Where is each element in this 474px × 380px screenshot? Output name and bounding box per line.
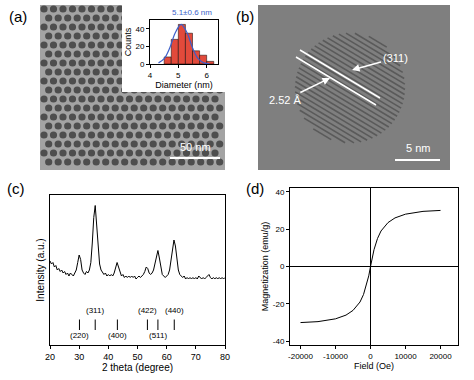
svg-text:0: 0 (280, 262, 285, 271)
svg-text:70: 70 (191, 352, 201, 362)
svg-text:(311): (311) (383, 52, 408, 64)
svg-text:(220): (220) (70, 331, 89, 340)
svg-text:-40: -40 (273, 337, 285, 346)
svg-text:30: 30 (74, 352, 84, 362)
svg-text:40: 40 (275, 188, 284, 197)
svg-text:20: 20 (45, 352, 55, 362)
svg-text:(511): (511) (149, 331, 167, 340)
svg-text:(b): (b) (236, 8, 254, 25)
svg-text:80: 80 (220, 352, 230, 362)
svg-text:(311): (311) (86, 306, 104, 315)
svg-text:40: 40 (103, 352, 113, 362)
svg-text:20000: 20000 (429, 352, 452, 361)
svg-text:Field (Oe): Field (Oe) (354, 361, 394, 371)
svg-text:10000: 10000 (394, 352, 417, 361)
svg-text:Counts: Counts (123, 27, 133, 56)
svg-text:2 theta (degree): 2 theta (degree) (102, 362, 173, 373)
svg-text:(c): (c) (7, 180, 25, 197)
svg-text:5.1±0.6 nm: 5.1±0.6 nm (172, 8, 212, 17)
svg-text:(a): (a) (9, 8, 27, 25)
svg-text:-10000: -10000 (323, 352, 348, 361)
svg-text:(400): (400) (108, 331, 127, 340)
svg-text:Intensity (a.u.): Intensity (a.u.) (35, 238, 46, 301)
svg-text:Magnetization (emu/g): Magnetization (emu/g) (260, 222, 270, 312)
svg-text:2.52 Å: 2.52 Å (269, 94, 301, 106)
svg-text:-20000: -20000 (288, 352, 313, 361)
svg-text:0: 0 (368, 352, 373, 361)
svg-text:60: 60 (162, 352, 172, 362)
svg-text:5 nm: 5 nm (406, 142, 430, 154)
svg-text:0: 0 (140, 60, 145, 69)
svg-text:Diameter (nm): Diameter (nm) (155, 80, 213, 90)
svg-text:(422): (422) (138, 306, 157, 315)
svg-text:6: 6 (204, 71, 209, 80)
svg-text:20: 20 (135, 42, 144, 51)
svg-text:50: 50 (132, 352, 142, 362)
svg-text:40: 40 (135, 25, 144, 34)
svg-text:(d): (d) (246, 180, 264, 197)
svg-text:50 nm: 50 nm (180, 141, 211, 153)
svg-text:4: 4 (148, 71, 153, 80)
svg-text:(440): (440) (165, 306, 184, 315)
svg-text:5: 5 (176, 71, 181, 80)
svg-text:-20: -20 (273, 300, 285, 309)
svg-text:20: 20 (275, 225, 284, 234)
